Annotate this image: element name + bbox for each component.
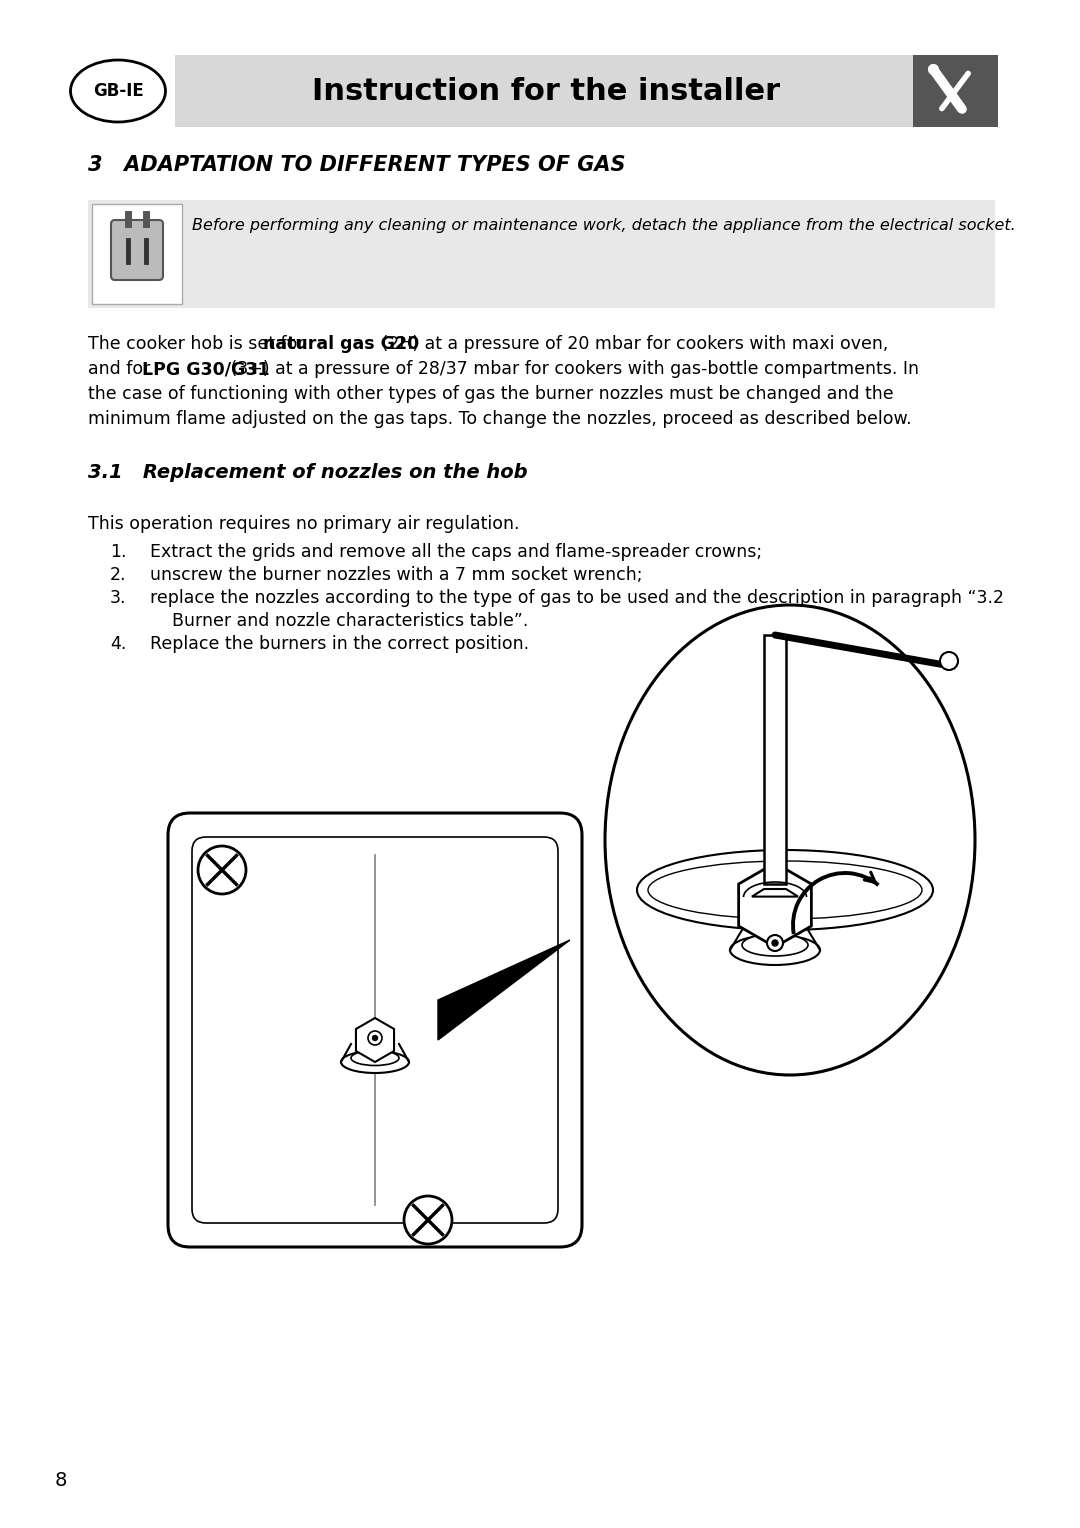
Text: minimum flame adjusted on the gas taps. To change the nozzles, proceed as descri: minimum flame adjusted on the gas taps. … bbox=[87, 410, 912, 428]
Text: (2H) at a pressure of 20 mbar for cookers with maxi oven,: (2H) at a pressure of 20 mbar for cooker… bbox=[376, 335, 889, 353]
Text: 4.: 4. bbox=[110, 636, 126, 652]
Text: and for: and for bbox=[87, 361, 156, 377]
Text: LPG G30/G31: LPG G30/G31 bbox=[141, 361, 269, 377]
Text: unscrew the burner nozzles with a 7 mm socket wrench;: unscrew the burner nozzles with a 7 mm s… bbox=[150, 565, 643, 584]
Ellipse shape bbox=[70, 60, 165, 122]
Text: (3+) at a pressure of 28/37 mbar for cookers with gas-bottle compartments. In: (3+) at a pressure of 28/37 mbar for coo… bbox=[225, 361, 919, 377]
Circle shape bbox=[368, 1031, 382, 1045]
Polygon shape bbox=[438, 940, 570, 1041]
Text: natural gas G20: natural gas G20 bbox=[262, 335, 419, 353]
FancyBboxPatch shape bbox=[92, 205, 183, 304]
Ellipse shape bbox=[730, 935, 820, 966]
Circle shape bbox=[767, 935, 783, 950]
Text: GB-IE: GB-IE bbox=[93, 83, 144, 99]
FancyBboxPatch shape bbox=[913, 55, 998, 127]
Ellipse shape bbox=[351, 1051, 399, 1065]
Text: the case of functioning with other types of gas the burner nozzles must be chang: the case of functioning with other types… bbox=[87, 385, 893, 403]
Ellipse shape bbox=[742, 934, 808, 957]
Circle shape bbox=[772, 940, 778, 946]
FancyBboxPatch shape bbox=[168, 813, 582, 1247]
FancyBboxPatch shape bbox=[764, 636, 786, 885]
Text: The cooker hob is set for: The cooker hob is set for bbox=[87, 335, 310, 353]
Text: 3   ADAPTATION TO DIFFERENT TYPES OF GAS: 3 ADAPTATION TO DIFFERENT TYPES OF GAS bbox=[87, 154, 625, 176]
Circle shape bbox=[940, 652, 958, 669]
Ellipse shape bbox=[341, 1051, 409, 1073]
Polygon shape bbox=[356, 1018, 394, 1062]
Text: 3.: 3. bbox=[110, 588, 126, 607]
Text: Instruction for the installer: Instruction for the installer bbox=[312, 76, 780, 105]
Text: 3.1   Replacement of nozzles on the hob: 3.1 Replacement of nozzles on the hob bbox=[87, 463, 528, 481]
Text: 2.: 2. bbox=[110, 565, 126, 584]
FancyBboxPatch shape bbox=[175, 55, 913, 127]
Text: 8: 8 bbox=[55, 1471, 67, 1490]
FancyBboxPatch shape bbox=[87, 200, 995, 309]
Polygon shape bbox=[752, 889, 798, 897]
Polygon shape bbox=[739, 863, 811, 947]
FancyBboxPatch shape bbox=[111, 220, 163, 280]
Text: This operation requires no primary air regulation.: This operation requires no primary air r… bbox=[87, 515, 519, 533]
Text: replace the nozzles according to the type of gas to be used and the description : replace the nozzles according to the typ… bbox=[150, 588, 1004, 607]
Ellipse shape bbox=[605, 605, 975, 1076]
Text: Replace the burners in the correct position.: Replace the burners in the correct posit… bbox=[150, 636, 529, 652]
Circle shape bbox=[198, 847, 246, 894]
Text: Extract the grids and remove all the caps and flame-spreader crowns;: Extract the grids and remove all the cap… bbox=[150, 542, 762, 561]
Circle shape bbox=[373, 1036, 378, 1041]
Circle shape bbox=[404, 1196, 453, 1244]
Text: 1.: 1. bbox=[110, 542, 126, 561]
Text: Before performing any cleaning or maintenance work, detach the appliance from th: Before performing any cleaning or mainte… bbox=[192, 219, 1016, 232]
Text: Burner and nozzle characteristics table”.: Burner and nozzle characteristics table”… bbox=[150, 613, 528, 630]
